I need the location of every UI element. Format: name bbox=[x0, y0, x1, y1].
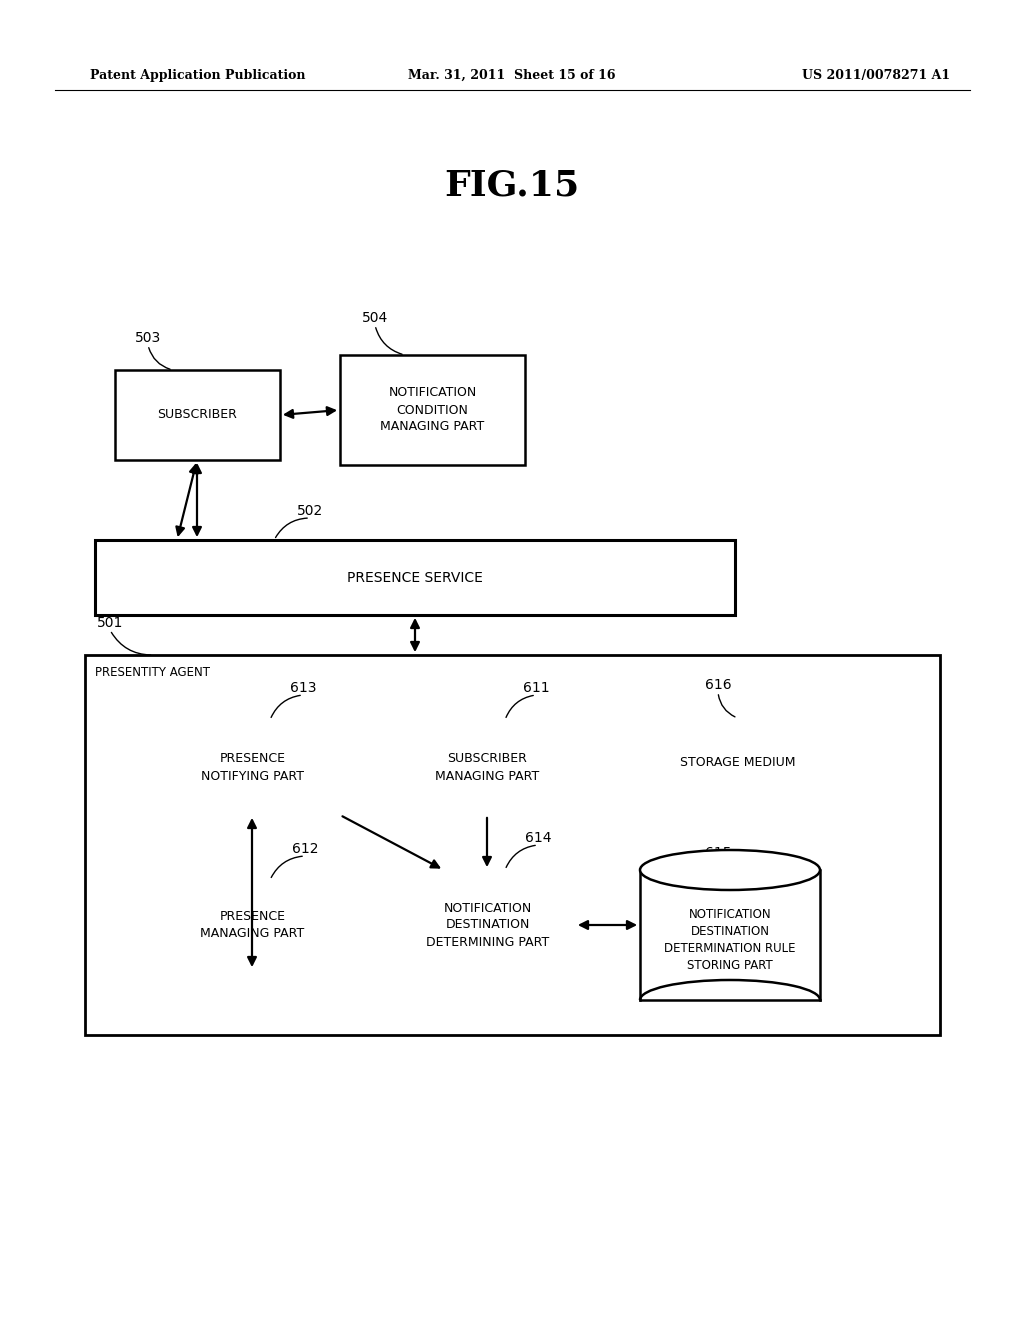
Text: NOTIFICATION
DESTINATION
DETERMINATION RULE
STORING PART: NOTIFICATION DESTINATION DETERMINATION R… bbox=[665, 908, 796, 972]
Ellipse shape bbox=[640, 850, 820, 890]
Text: STORAGE MEDIUM: STORAGE MEDIUM bbox=[680, 756, 796, 770]
Text: PRESENCE
NOTIFYING PART: PRESENCE NOTIFYING PART bbox=[201, 752, 304, 783]
Bar bbox=[400, 870, 575, 979]
Text: PRESENCE
MANAGING PART: PRESENCE MANAGING PART bbox=[201, 909, 304, 940]
Text: 502: 502 bbox=[297, 504, 324, 517]
Bar bbox=[165, 719, 340, 814]
Text: PRESENTITY AGENT: PRESENTITY AGENT bbox=[95, 667, 210, 680]
Text: NOTIFICATION
DESTINATION
DETERMINING PART: NOTIFICATION DESTINATION DETERMINING PAR… bbox=[426, 902, 549, 949]
Text: 613: 613 bbox=[290, 681, 316, 696]
Bar bbox=[115, 370, 280, 459]
Bar bbox=[85, 655, 940, 1035]
Text: Mar. 31, 2011  Sheet 15 of 16: Mar. 31, 2011 Sheet 15 of 16 bbox=[409, 69, 615, 82]
Bar bbox=[95, 540, 735, 615]
Text: 612: 612 bbox=[292, 842, 318, 855]
Text: 616: 616 bbox=[705, 678, 731, 692]
Text: 504: 504 bbox=[361, 312, 388, 325]
Text: NOTIFICATION
CONDITION
MANAGING PART: NOTIFICATION CONDITION MANAGING PART bbox=[380, 387, 484, 433]
Text: FIG.15: FIG.15 bbox=[444, 168, 580, 202]
Text: 501: 501 bbox=[97, 616, 123, 630]
Text: 611: 611 bbox=[522, 681, 549, 696]
Text: PRESENCE SERVICE: PRESENCE SERVICE bbox=[347, 570, 483, 585]
Bar bbox=[165, 880, 340, 970]
Text: 615: 615 bbox=[705, 846, 731, 861]
Text: Patent Application Publication: Patent Application Publication bbox=[90, 69, 305, 82]
Text: SUBSCRIBER
MANAGING PART: SUBSCRIBER MANAGING PART bbox=[435, 752, 540, 783]
Text: SUBSCRIBER: SUBSCRIBER bbox=[158, 408, 238, 421]
Text: 503: 503 bbox=[135, 331, 161, 345]
Text: US 2011/0078271 A1: US 2011/0078271 A1 bbox=[802, 69, 950, 82]
Text: 614: 614 bbox=[524, 832, 551, 845]
Bar bbox=[400, 719, 575, 814]
Bar bbox=[650, 718, 825, 808]
Bar bbox=[340, 355, 525, 465]
